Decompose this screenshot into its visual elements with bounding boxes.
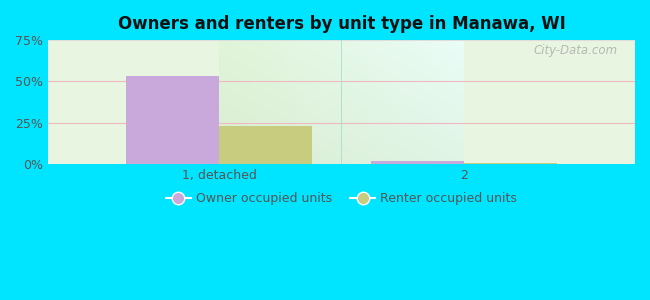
Title: Owners and renters by unit type in Manawa, WI: Owners and renters by unit type in Manaw… — [118, 15, 566, 33]
Bar — [126, 76, 219, 164]
Text: City-Data.com: City-Data.com — [533, 44, 618, 57]
Bar — [219, 126, 312, 164]
Bar — [370, 160, 463, 164]
Bar — [463, 163, 556, 164]
Legend: Owner occupied units, Renter occupied units: Owner occupied units, Renter occupied un… — [161, 187, 523, 210]
